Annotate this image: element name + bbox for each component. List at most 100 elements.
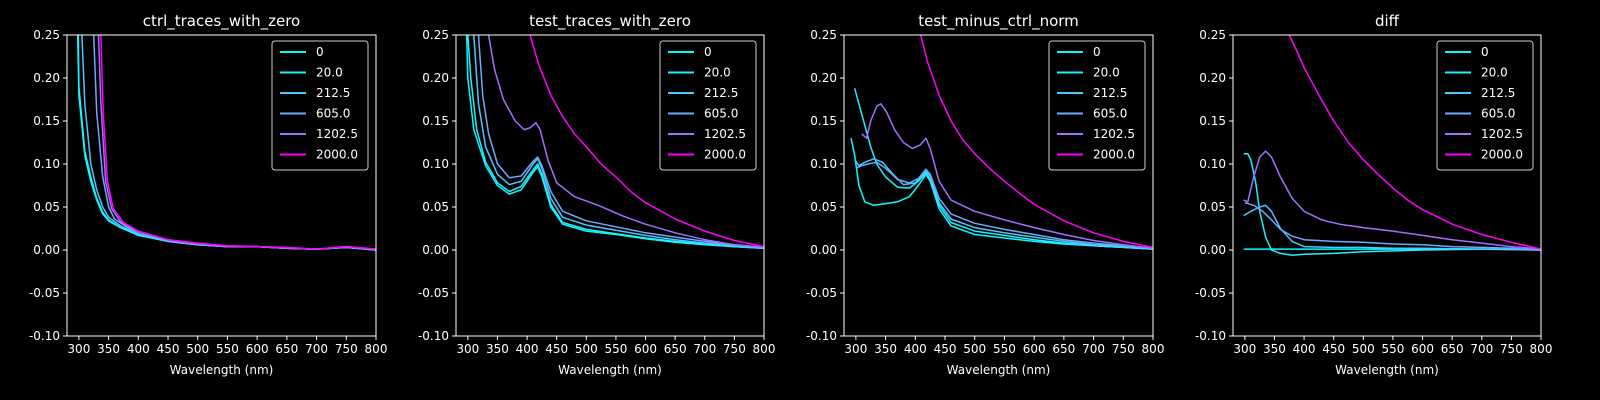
series-line-2000.0 — [100, 35, 376, 250]
legend-label: 605.0 — [704, 107, 738, 121]
x-tick-label: 300 — [1233, 342, 1256, 356]
y-tick-label: 0.10 — [1199, 157, 1226, 171]
y-tick-label: 0.15 — [810, 114, 837, 128]
subplot-1: 300 350 400 450 500 550 600 650 700 750 800 -0.10 -0… — [29, 12, 388, 377]
y-tick-label: 0.00 — [33, 243, 60, 257]
y-tick-label: 0.05 — [810, 200, 837, 214]
x-tick-label: 700 — [1470, 342, 1493, 356]
y-tick-label: 0.20 — [33, 71, 60, 85]
subplot-2: 300 350 400 450 500 550 600 650 700 750 800 -0.10 -0… — [418, 12, 776, 377]
x-tick-label: 800 — [1142, 342, 1165, 356]
x-tick-label: 450 — [545, 342, 568, 356]
x-tick-label: 500 — [575, 342, 598, 356]
series-group — [76, 35, 376, 251]
legend-label: 20.0 — [316, 66, 343, 80]
y-tick-label: 0.20 — [422, 71, 449, 85]
legend-label: 20.0 — [704, 66, 731, 80]
x-tick-label: 350 — [97, 342, 120, 356]
x-tick-label: 300 — [844, 342, 867, 356]
x-tick-label: 550 — [1381, 342, 1404, 356]
x-tick-label: 650 — [1052, 342, 1075, 356]
chart-title: test_traces_with_zero — [529, 12, 691, 31]
x-tick-label: 500 — [1352, 342, 1375, 356]
x-tick-label: 300 — [456, 342, 479, 356]
x-axis-label: Wavelength (nm) — [170, 363, 274, 377]
series-line-20.0 — [1243, 152, 1541, 256]
legend: 0 20.0 212.5 605.0 1202.5 2000.0 — [271, 40, 369, 171]
series-line-212.5 — [1243, 204, 1541, 251]
subplot-4: 300 350 400 450 500 550 600 650 700 750 800 -0.10 -0… — [1195, 12, 1553, 377]
plot-frame — [455, 34, 765, 337]
chart-title: ctrl_traces_with_zero — [143, 12, 300, 31]
legend-label: 212.5 — [316, 86, 350, 100]
series-group — [1243, 35, 1541, 256]
x-tick-label: 400 — [516, 342, 539, 356]
y-tick-label: 0.10 — [33, 157, 60, 171]
x-tick-label: 750 — [335, 342, 358, 356]
x-tick-label: 350 — [1263, 342, 1286, 356]
legend-label: 1202.5 — [1481, 127, 1523, 141]
legend: 0 20.0 212.5 605.0 1202.5 2000.0 — [1436, 40, 1534, 171]
legend-label: 212.5 — [1481, 86, 1515, 100]
y-tick-label: 0.20 — [1199, 71, 1226, 85]
series-group — [465, 35, 764, 250]
series-line-1202.5 — [487, 35, 764, 249]
x-tick-label: 300 — [67, 342, 90, 356]
legend-label: 212.5 — [704, 86, 738, 100]
legend-label: 1202.5 — [316, 127, 358, 141]
x-tick-label: 700 — [693, 342, 716, 356]
y-tick-label: 0.15 — [33, 114, 60, 128]
plot-frame — [1232, 34, 1542, 337]
x-tick-label: 600 — [246, 342, 269, 356]
legend-label: 1202.5 — [704, 127, 746, 141]
x-axis-label: Wavelength (nm) — [1335, 363, 1439, 377]
x-tick-label: 550 — [216, 342, 239, 356]
y-tick-label: 0.25 — [422, 28, 449, 42]
x-axis-label: Wavelength (nm) — [558, 363, 662, 377]
x-tick-label: 650 — [275, 342, 298, 356]
chart-title: test_minus_ctrl_norm — [918, 12, 1079, 31]
x-tick-label: 800 — [1530, 342, 1553, 356]
x-tick-label: 350 — [874, 342, 897, 356]
y-tick-label: 0.00 — [810, 243, 837, 257]
x-tick-label: 750 — [723, 342, 746, 356]
y-tick-label: -0.10 — [29, 329, 60, 343]
x-tick-label: 800 — [753, 342, 776, 356]
y-tick-label: 0.20 — [810, 71, 837, 85]
y-tick-label: -0.10 — [806, 329, 837, 343]
legend-label: 0 — [1481, 45, 1489, 59]
legend-label: 20.0 — [1481, 66, 1508, 80]
y-tick-label: 0.00 — [1199, 243, 1226, 257]
x-tick-label: 500 — [963, 342, 986, 356]
series-line-20.0 — [467, 35, 764, 250]
legend-label: 212.5 — [1093, 86, 1127, 100]
x-tick-label: 400 — [127, 342, 150, 356]
legend-label: 2000.0 — [704, 148, 746, 162]
x-tick-label: 700 — [1082, 342, 1105, 356]
y-tick-label: -0.05 — [29, 286, 60, 300]
y-tick-label: -0.10 — [418, 329, 449, 343]
y-tick-label: 0.25 — [810, 28, 837, 42]
plot-frame — [843, 34, 1154, 337]
x-tick-label: 550 — [993, 342, 1016, 356]
y-tick-label: 0.25 — [1199, 28, 1226, 42]
x-tick-label: 600 — [1023, 342, 1046, 356]
y-tick-label: 0.15 — [1199, 114, 1226, 128]
y-tick-label: 0.05 — [33, 200, 60, 214]
x-tick-label: 800 — [365, 342, 388, 356]
chart-title: diff — [1375, 12, 1400, 30]
legend: 0 20.0 212.5 605.0 1202.5 2000.0 — [659, 40, 757, 171]
series-line-2000.0 — [1288, 35, 1541, 250]
series-line-20.0 — [853, 88, 1153, 250]
y-tick-label: 0.10 — [422, 157, 449, 171]
series-line-212.5 — [473, 35, 764, 250]
y-tick-label: -0.10 — [1195, 329, 1226, 343]
x-axis-label: Wavelength (nm) — [947, 363, 1051, 377]
series-line-1202.5 — [1243, 150, 1541, 250]
series-line-1202.5 — [861, 103, 1153, 250]
legend-label: 20.0 — [1093, 66, 1120, 80]
x-tick-label: 400 — [1293, 342, 1316, 356]
x-tick-label: 450 — [1322, 342, 1345, 356]
legend-label: 605.0 — [316, 107, 350, 121]
